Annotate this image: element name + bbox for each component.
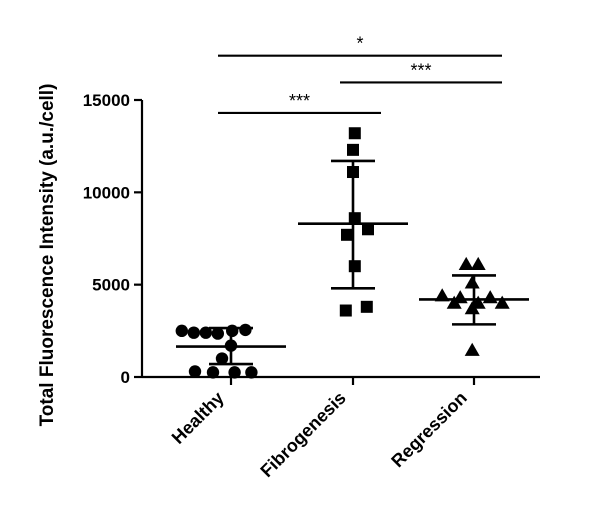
data-point-circle [206, 366, 220, 379]
y-axis-label: Total Fluorescence Intensity (a.u./cell) [37, 84, 58, 427]
significance-label: * [356, 34, 363, 54]
data-point-square [362, 223, 374, 236]
data-point-circle [175, 324, 188, 338]
data-point-triangle [446, 295, 462, 309]
data-points [175, 127, 510, 379]
x-tick-label: Regression [387, 388, 470, 471]
data-point-circle [239, 323, 252, 337]
significance-label: *** [289, 91, 310, 111]
x-tick-label: Fibrogenesis [256, 388, 349, 481]
data-point-triangle [464, 301, 480, 315]
data-point-triangle [494, 295, 510, 309]
x-axis: Healthy Fibrogenesis Regression [142, 375, 540, 481]
data-point-square [348, 127, 361, 140]
y-tick-label: 15000 [83, 91, 130, 110]
data-point-circle [188, 365, 202, 378]
data-point-circle [211, 327, 224, 340]
data-point-triangle [458, 256, 474, 270]
data-point-triangle [434, 288, 450, 302]
y-tick-label: 5000 [92, 276, 130, 295]
data-point-triangle [470, 256, 486, 270]
data-point-square [348, 212, 361, 225]
data-point-square [348, 260, 361, 273]
data-point-circle [187, 326, 200, 339]
data-point-square [339, 304, 352, 317]
data-point-triangle [464, 342, 480, 356]
data-point-circle [245, 366, 258, 379]
data-point-square [360, 300, 373, 313]
significance-brackets: ******* [218, 34, 502, 115]
data-point-triangle [464, 275, 480, 289]
data-point-circle [215, 352, 229, 365]
data-point-circle [228, 366, 241, 379]
y-tick-label: 10000 [83, 183, 130, 202]
data-point-square [341, 228, 353, 241]
y-tick-label: 0 [121, 368, 130, 387]
data-point-circle [199, 326, 212, 339]
significance-label: *** [410, 60, 431, 80]
summary-bars [176, 159, 529, 366]
data-point-square [347, 143, 359, 156]
x-tick-label: Healthy [168, 388, 228, 448]
y-axis: 0 5000 10000 15000 [83, 91, 144, 387]
data-point-triangle [482, 290, 498, 304]
